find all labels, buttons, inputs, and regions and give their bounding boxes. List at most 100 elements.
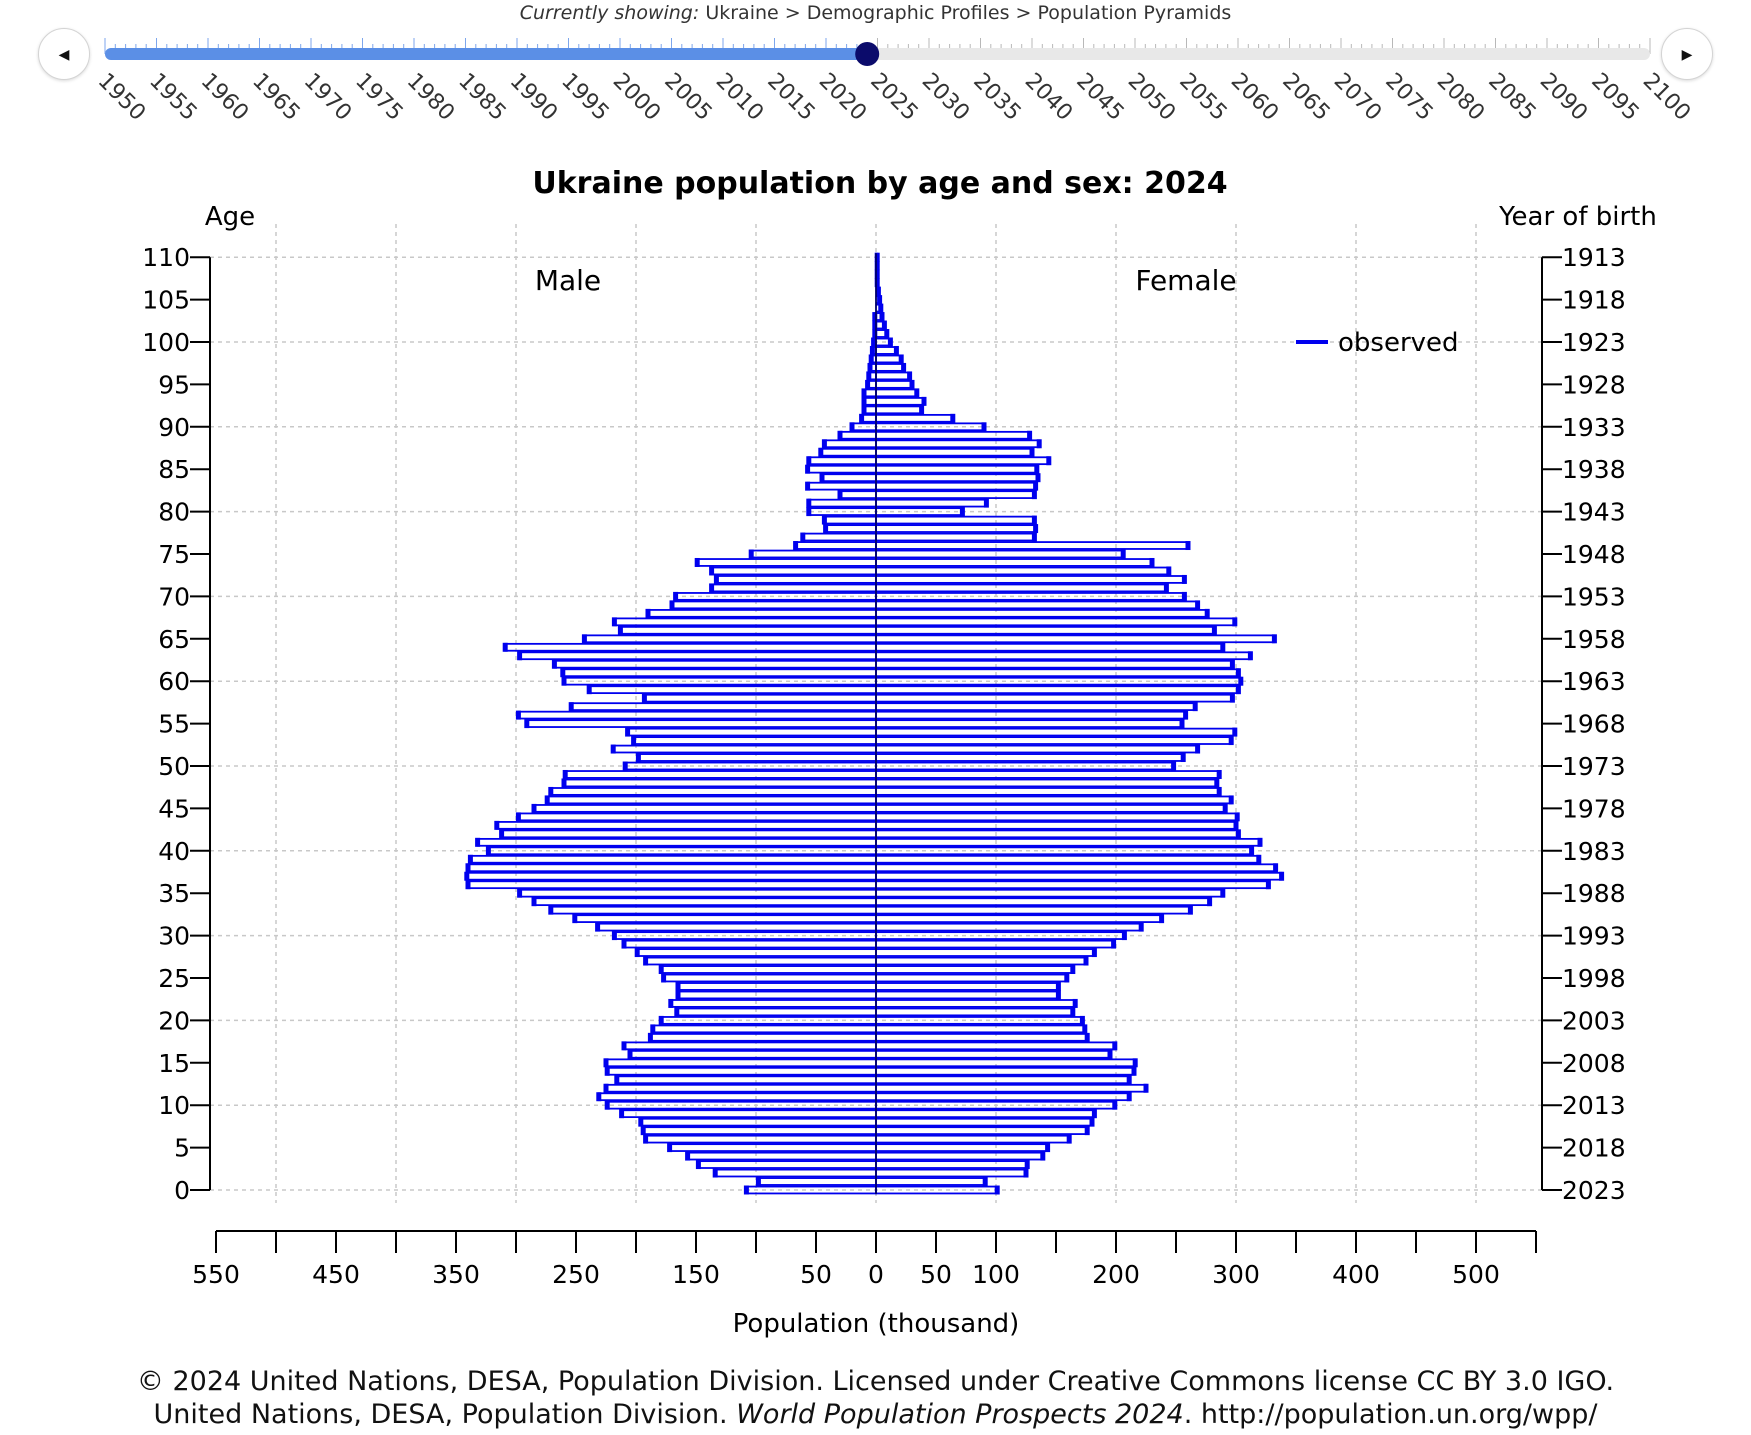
birth-year-tick-label: 1988 [1562, 879, 1626, 908]
birth-year-tick-label: 1963 [1562, 667, 1626, 696]
male-bar [612, 744, 877, 754]
age-tick-label: 25 [158, 964, 190, 993]
male-bar [553, 659, 877, 669]
timeline-handle[interactable] [855, 42, 880, 66]
male-bar [696, 558, 877, 567]
male-bar [467, 880, 877, 890]
female-bar [875, 1083, 1147, 1093]
male-bar [533, 897, 877, 907]
chart-axes: 0 2023 5 2018 10 2013 15 2008 20 2003 25 1998 30 1993… [142, 243, 1625, 1289]
female-bar [875, 380, 913, 389]
female-bar [875, 1092, 1131, 1102]
male-bar [819, 447, 877, 457]
male-bar [710, 566, 877, 576]
female-bar [875, 778, 1218, 788]
birth-year-tick-label: 1913 [1562, 243, 1626, 272]
female-bar [875, 456, 1050, 466]
male-bar [651, 1024, 877, 1034]
copyright-line: © 2024 United Nations, DESA, Population … [136, 1366, 1615, 1397]
birth-year-tick-label: 1943 [1562, 498, 1626, 527]
female-bar [875, 625, 1216, 635]
male-bar [619, 625, 877, 635]
male-bar [570, 702, 877, 711]
male-bar [824, 524, 877, 533]
female-bar [875, 1134, 1071, 1144]
female-bar [875, 549, 1125, 559]
citation-url[interactable]: . http://population.un.org/wpp/ [1183, 1399, 1598, 1430]
female-bar [875, 354, 903, 364]
female-bar [875, 973, 1068, 983]
male-bar [517, 812, 877, 822]
male-bar [839, 490, 877, 499]
birth-year-tick-label: 1973 [1562, 752, 1626, 781]
male-bar [469, 854, 877, 864]
female-bar [875, 371, 911, 381]
male-bar [583, 634, 877, 644]
population-tick-label: 50 [920, 1260, 952, 1289]
female-bar [875, 837, 1261, 847]
x-axis-title: Population (thousand) [733, 1309, 1020, 1339]
male-bar [794, 541, 877, 550]
female-bar [875, 880, 1270, 890]
chart-bars [464, 252, 1285, 1195]
female-bar [875, 719, 1183, 728]
breadcrumb-path[interactable]: Ukraine > Demographic Profiles > Populat… [705, 2, 1232, 24]
female-bar [875, 931, 1126, 940]
female-bar [875, 956, 1087, 966]
triangle-right-icon: ▶ [1681, 45, 1693, 62]
female-bar [875, 1049, 1111, 1059]
male-bar [714, 1168, 877, 1178]
female-bar [875, 481, 1037, 491]
male-bar [518, 651, 877, 661]
age-tick-label: 45 [158, 794, 190, 823]
male-bar [495, 821, 877, 830]
male-bar [675, 1007, 877, 1017]
male-bar [517, 710, 877, 720]
female-bar [875, 464, 1038, 474]
age-tick-label: 60 [158, 667, 190, 696]
birth-year-tick-label: 2003 [1562, 1006, 1626, 1035]
legend-label: observed [1338, 328, 1459, 358]
female-bar [875, 829, 1240, 839]
female-bar [875, 761, 1175, 771]
female-bar [875, 397, 925, 406]
age-tick-label: 35 [158, 879, 190, 908]
female-bar [875, 1126, 1089, 1135]
female-bar [875, 439, 1041, 449]
breadcrumb-prefix: Currently showing: [519, 2, 700, 24]
male-bar [626, 727, 877, 737]
male-bar [839, 430, 877, 440]
age-tick-label: 75 [158, 540, 190, 569]
age-tick-label: 50 [158, 752, 190, 781]
next-year-button[interactable]: ▶ [1661, 28, 1713, 80]
legend: observed [1296, 328, 1459, 358]
female-bar [875, 795, 1233, 805]
male-bar [671, 600, 877, 610]
female-bar [875, 939, 1115, 949]
male-bar [564, 770, 877, 779]
birth-year-tick-label: 1953 [1562, 582, 1626, 611]
population-tick-label: 0 [868, 1260, 884, 1289]
age-tick-label: 55 [158, 710, 190, 739]
female-bar [875, 1117, 1093, 1127]
female-bar [875, 804, 1227, 813]
male-bar [669, 999, 877, 1008]
year-timeline-slider[interactable]: 1950195519601965197019751980198519901995… [0, 0, 1751, 125]
female-bar [875, 812, 1239, 822]
female-bar [875, 600, 1199, 610]
previous-year-button[interactable]: ◀ [38, 28, 90, 80]
male-bar [821, 473, 877, 483]
male-bar [549, 787, 877, 796]
female-bar [875, 447, 1033, 457]
female-bar [875, 498, 988, 508]
female-bar [875, 727, 1236, 737]
population-tick-label: 550 [192, 1260, 240, 1289]
male-bar [615, 1075, 877, 1085]
female-bar [875, 1058, 1137, 1068]
male-bar [750, 549, 877, 559]
male-bar [629, 1049, 877, 1059]
male-bar [525, 719, 877, 728]
male-bar [573, 914, 877, 923]
birth-year-tick-label: 1918 [1562, 286, 1626, 315]
female-bar [875, 897, 1211, 907]
